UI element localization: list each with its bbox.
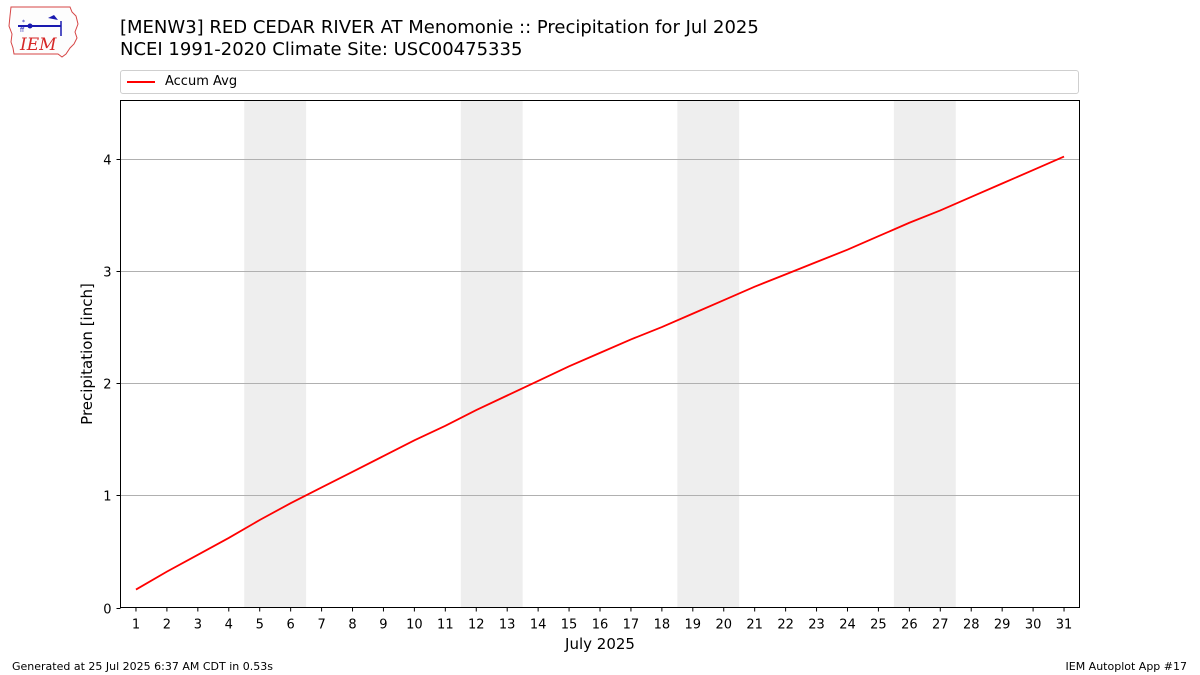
x-tick-label-30: 30 [1025,618,1042,633]
x-tick-label-4: 4 [225,618,233,633]
iem-logo-icon: * ﬀ IEM [8,6,79,58]
legend-label-accum-avg: Accum Avg [165,74,238,89]
weekend-shade-3 [893,100,956,608]
series-line-accum-avg [135,155,1065,591]
x-tick-label-24: 24 [839,618,856,633]
y-tick-label-1: 1 [103,490,111,505]
x-tick-label-10: 10 [406,618,423,633]
x-tick-label-16: 16 [592,618,609,633]
weekend-shade-0 [244,100,307,608]
footer-app-text: IEM Autoplot App #17 [1065,660,1188,673]
x-tick-label-7: 7 [317,618,325,633]
grid-lines [120,159,1080,496]
iowa-outline-icon [8,6,79,58]
logo-text: IEM [19,35,57,55]
y-axis-ticks: 0 1 2 3 4 [103,154,121,618]
y-tick-label-0: 0 [103,603,111,618]
y-tick-label-3: 3 [103,266,111,281]
x-tick-label-6: 6 [287,618,295,633]
x-tick-label-31: 31 [1056,618,1073,633]
y-tick-label-4: 4 [103,154,111,169]
x-tick-label-25: 25 [870,618,887,633]
weekend-shade-1 [460,100,523,608]
svg-text:*: * [22,19,25,26]
footer-generated-text: Generated at 25 Jul 2025 6:37 AM CDT in … [12,660,273,673]
x-tick-label-8: 8 [348,618,356,633]
x-tick-label-14: 14 [530,618,547,633]
x-tick-label-20: 20 [715,618,732,633]
x-tick-label-28: 28 [963,618,980,633]
weekend-shade-2 [677,100,740,608]
x-axis-label: July 2025 [564,635,635,653]
x-tick-label-2: 2 [163,618,171,633]
x-tick-label-27: 27 [932,618,949,633]
legend-swatch-accum-avg [127,81,155,83]
x-tick-label-19: 19 [685,618,702,633]
x-tick-label-9: 9 [379,618,387,633]
x-tick-label-22: 22 [777,618,794,633]
x-tick-label-21: 21 [746,618,763,633]
x-axis-ticks: 1 2 3 4 5 6 7 8 9 10 11 12 13 14 15 16 17 18 19 20 21 22 23 24 2… [132,607,1073,633]
x-tick-label-1: 1 [132,618,140,633]
x-tick-label-15: 15 [561,618,578,633]
x-tick-label-23: 23 [808,618,825,633]
series-layer [135,155,1065,591]
chart-legend: Accum Avg [120,70,1079,94]
weekend-shading [244,100,956,608]
y-tick-label-2: 2 [103,378,111,393]
x-tick-label-26: 26 [901,618,918,633]
x-tick-label-5: 5 [256,618,264,633]
y-axis-label: Precipitation [inch] [78,283,96,425]
x-tick-label-13: 13 [499,618,516,633]
x-tick-label-3: 3 [194,618,202,633]
x-tick-label-11: 11 [437,618,454,633]
x-tick-label-17: 17 [623,618,640,633]
x-tick-label-18: 18 [654,618,671,633]
chart-subtitle: NCEI 1991-2020 Climate Site: USC00475335 [120,39,523,60]
x-tick-label-12: 12 [468,618,485,633]
svg-text:ﬀ: ﬀ [20,27,25,34]
chart-title: [MENW3] RED CEDAR RIVER AT Menomonie :: … [120,17,759,38]
x-tick-label-29: 29 [994,618,1011,633]
